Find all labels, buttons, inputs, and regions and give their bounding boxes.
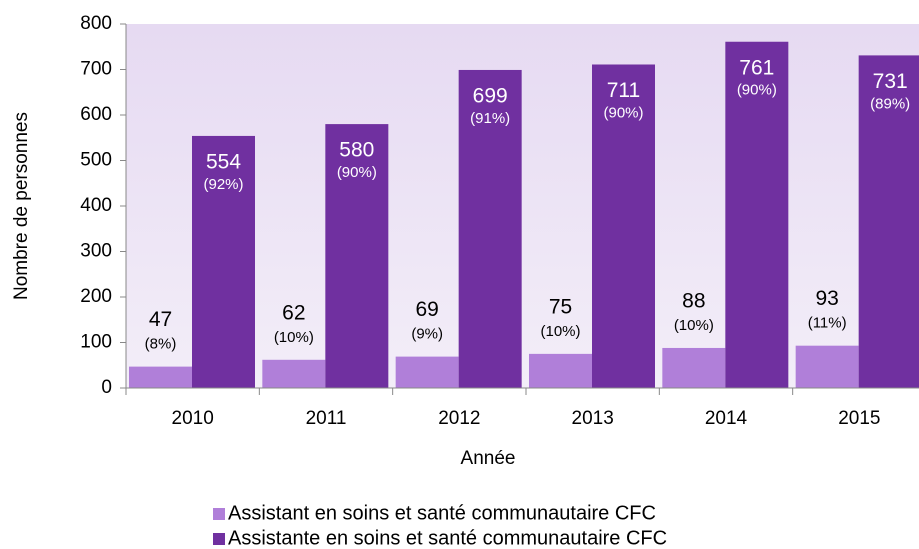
y-tick-label: 600 — [80, 104, 112, 125]
legend-swatch — [213, 533, 225, 545]
bar — [192, 135, 255, 388]
legend-label: Assistante en soins et santé communautai… — [228, 527, 667, 549]
data-label: 75 — [549, 295, 572, 318]
y-tick-label: 700 — [80, 59, 112, 80]
data-label: 47 — [149, 308, 172, 331]
percent-label: (91%) — [470, 110, 510, 127]
data-label: 761 — [739, 56, 774, 79]
x-tick-label: 2015 — [838, 408, 880, 429]
data-label: 62 — [282, 301, 305, 324]
y-tick-label: 300 — [80, 241, 112, 262]
data-label: 69 — [415, 298, 438, 321]
percent-label: (10%) — [274, 329, 314, 346]
data-label: 711 — [607, 79, 640, 102]
x-tick-label: 2013 — [572, 408, 614, 429]
y-axis-label: Nombre de personnes — [11, 112, 32, 300]
bar — [529, 353, 592, 388]
bar — [262, 359, 326, 388]
y-tick-label: 0 — [101, 377, 112, 398]
y-tick-label: 500 — [80, 150, 112, 171]
percent-label: (90%) — [603, 104, 643, 121]
x-tick-label: 2010 — [172, 408, 214, 429]
percent-label: (9%) — [411, 326, 443, 343]
y-tick-label: 100 — [80, 332, 112, 353]
data-label: 554 — [206, 150, 241, 173]
y-tick-label: 400 — [80, 195, 112, 216]
x-tick-label: 2014 — [705, 408, 748, 429]
percent-label: (10%) — [540, 323, 580, 340]
data-label: 731 — [873, 70, 908, 93]
y-tick-label: 200 — [80, 286, 112, 307]
percent-label: (8%) — [145, 336, 177, 353]
percent-label: (11%) — [808, 315, 847, 332]
x-axis-label: Année — [461, 448, 516, 469]
percent-label: (10%) — [674, 317, 714, 334]
bar — [662, 347, 726, 388]
bar — [325, 124, 389, 388]
data-label: 93 — [815, 287, 838, 310]
percent-label: (90%) — [337, 164, 377, 181]
bar — [725, 41, 789, 389]
percent-label: (92%) — [203, 176, 243, 193]
x-tick-label: 2011 — [306, 408, 347, 429]
x-tick-label: 2012 — [438, 408, 480, 429]
bar — [395, 356, 459, 388]
legend-label: Assistant en soins et santé communautair… — [228, 502, 656, 524]
y-tick-label: 800 — [80, 13, 112, 34]
data-label: 88 — [682, 290, 705, 313]
percent-label: (90%) — [737, 82, 777, 99]
bar — [458, 69, 522, 388]
percent-label: (89%) — [870, 95, 910, 112]
bar — [858, 55, 919, 389]
bar — [129, 366, 192, 388]
bar — [592, 64, 655, 389]
legend-swatch — [213, 508, 225, 520]
data-label: 699 — [473, 85, 508, 108]
data-label: 580 — [339, 139, 374, 162]
bar — [795, 345, 859, 388]
